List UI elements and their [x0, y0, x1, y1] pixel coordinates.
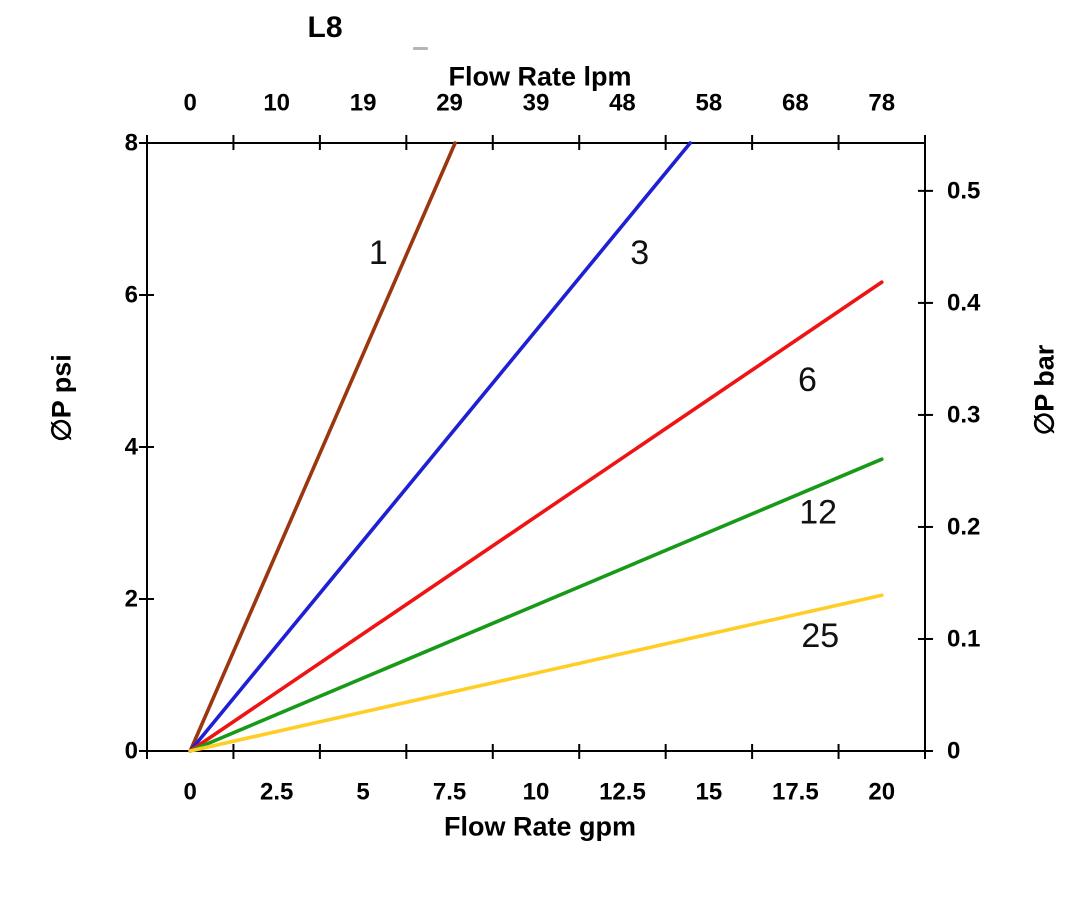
- x-tick-label-top: 68: [782, 90, 809, 117]
- x-tick-label-bottom: 15: [696, 779, 723, 806]
- x-tick-label-bottom: 17.5: [772, 779, 819, 806]
- series-line-12: [188, 457, 884, 753]
- y-tick-label-left: 6: [125, 282, 138, 309]
- chart-title: L8: [307, 11, 343, 44]
- series-label-12: 12: [799, 493, 837, 531]
- x-tick-label-bottom: 10: [523, 779, 550, 806]
- y-tick-label-left: 0: [125, 738, 138, 765]
- x-tick-label-bottom: 12.5: [599, 779, 646, 806]
- x-tick-label-top: 48: [609, 90, 636, 117]
- y-tick-label-right: 0.3: [947, 401, 980, 428]
- y-axis-left-title: ∅P psi: [46, 354, 77, 442]
- x-tick-label-top: 0: [184, 90, 197, 117]
- x-tick-label-bottom: 5: [356, 779, 369, 806]
- series-line-6: [188, 280, 884, 753]
- y-tick-label-left: 8: [125, 130, 138, 157]
- x-axis-top-title: Flow Rate lpm: [448, 61, 632, 92]
- x-tick-label-top: 10: [263, 90, 290, 117]
- series-label-3: 3: [630, 234, 649, 272]
- x-tick-label-bottom: 7.5: [433, 779, 466, 806]
- y-tick-label-right: 0.4: [947, 289, 981, 316]
- y-tick-label-left: 2: [125, 586, 138, 613]
- x-axis-bottom-title: Flow Rate gpm: [443, 811, 637, 842]
- x-tick-label-top: 29: [436, 90, 463, 117]
- x-tick-label-top: 78: [868, 90, 895, 117]
- x-tick-label-bottom: 2.5: [260, 779, 293, 806]
- y-tick-label-right: 0: [947, 738, 960, 765]
- y-tick-label-right: 0.5: [947, 177, 980, 204]
- y-tick-label-right: 0.2: [947, 513, 980, 540]
- series-line-1: [188, 141, 457, 753]
- y-tick-label-right: 0.1: [947, 625, 980, 652]
- y-tick-label-left: 4: [125, 434, 139, 461]
- x-tick-label-top: 19: [350, 90, 377, 117]
- x-tick-label-bottom: 0: [184, 779, 197, 806]
- stray-mark: [413, 47, 428, 50]
- series-line-25: [188, 593, 884, 753]
- series-label-25: 25: [801, 617, 839, 655]
- x-tick-label-top: 39: [523, 90, 550, 117]
- series-label-6: 6: [798, 361, 817, 399]
- series-line-3: [188, 141, 693, 753]
- y-axis-right-title: ∅P bar: [1029, 344, 1060, 436]
- x-tick-label-top: 58: [696, 90, 723, 117]
- x-tick-label-bottom: 20: [868, 779, 895, 806]
- series-label-1: 1: [369, 234, 388, 272]
